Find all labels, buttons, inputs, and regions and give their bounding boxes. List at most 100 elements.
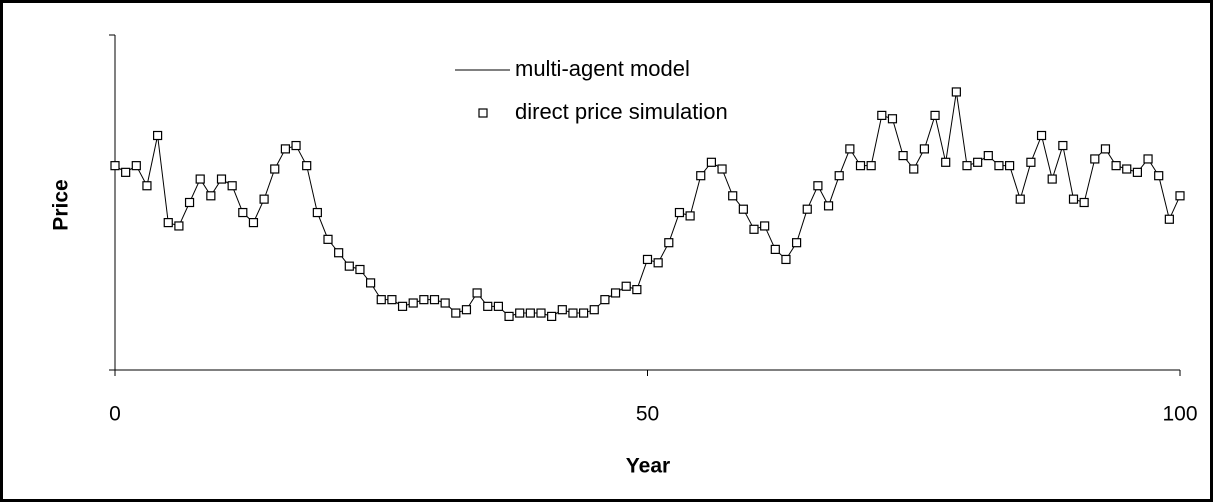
data-point — [781, 254, 791, 265]
data-point — [962, 161, 972, 171]
data-point — [898, 151, 908, 161]
data-point — [280, 144, 290, 154]
data-point — [216, 174, 227, 184]
data-point — [813, 181, 823, 191]
data-point — [706, 157, 717, 167]
data-point — [664, 238, 674, 248]
data-point — [728, 191, 738, 201]
data-point — [621, 281, 631, 291]
data-point — [376, 295, 386, 305]
data-point — [451, 308, 461, 318]
data-point — [589, 305, 599, 315]
data-point — [536, 308, 546, 318]
data-point — [121, 167, 131, 177]
data-point — [983, 151, 993, 161]
data-point — [1015, 194, 1025, 204]
data-point — [909, 164, 919, 174]
legend-label: multi-agent model — [515, 56, 690, 81]
data-point — [323, 234, 333, 244]
data-point — [110, 161, 120, 171]
data-point — [440, 298, 450, 308]
data-point — [887, 114, 898, 124]
data-point — [1026, 157, 1036, 167]
data-point — [866, 161, 876, 171]
data-point — [600, 295, 610, 305]
data-point — [387, 295, 397, 305]
data-point — [941, 157, 951, 167]
data-point — [547, 311, 557, 321]
data-point — [674, 207, 685, 218]
data-point — [930, 110, 940, 121]
data-point — [717, 164, 727, 174]
data-point — [174, 221, 184, 231]
data-point — [845, 144, 855, 154]
data-point — [142, 181, 152, 191]
data-point — [408, 298, 418, 308]
x-axis-label: Year — [626, 455, 670, 478]
data-point — [461, 305, 472, 315]
data-point — [749, 224, 759, 234]
data-point — [227, 181, 237, 191]
data-point — [791, 238, 802, 248]
data-point — [259, 194, 269, 204]
data-point — [1164, 214, 1174, 224]
data-point — [238, 207, 248, 218]
data-point — [1047, 174, 1057, 184]
data-point — [355, 264, 365, 275]
data-point — [429, 295, 440, 305]
data-point — [1058, 140, 1068, 151]
data-point — [973, 157, 983, 167]
data-point — [515, 308, 525, 318]
data-point — [1143, 154, 1153, 164]
data-point — [696, 171, 706, 181]
data-point — [610, 288, 621, 298]
data-point — [1175, 191, 1185, 201]
data-point — [738, 204, 748, 214]
data-point — [206, 191, 216, 201]
legend-label: direct price simulation — [515, 99, 728, 124]
data-point — [919, 144, 930, 154]
data-point — [568, 308, 578, 318]
data-point — [1004, 161, 1015, 171]
data-point — [344, 261, 354, 271]
data-point — [1079, 197, 1089, 208]
data-point — [642, 254, 653, 265]
data-point — [578, 308, 589, 318]
x-tick-label: 100 — [1162, 403, 1197, 426]
data-point — [1111, 161, 1121, 171]
data-point — [153, 130, 163, 141]
data-point — [312, 207, 322, 218]
data-point — [483, 301, 493, 311]
data-point — [270, 164, 280, 174]
data-point — [685, 211, 695, 221]
data-point — [632, 285, 642, 295]
data-point — [760, 221, 770, 231]
data-point — [504, 311, 514, 321]
data-point — [951, 87, 961, 97]
legend-marker — [478, 108, 488, 118]
data-point — [834, 171, 844, 181]
data-point — [557, 305, 567, 315]
data-point — [802, 204, 812, 214]
data-point — [1090, 154, 1100, 164]
data-point — [770, 244, 780, 254]
data-point — [366, 278, 376, 288]
data-point — [994, 161, 1004, 171]
data-point — [163, 218, 173, 228]
data-point — [397, 301, 408, 311]
x-tick-label: 0 — [109, 403, 121, 426]
data-point — [1154, 171, 1164, 181]
data-point — [877, 110, 887, 121]
data-point — [1036, 130, 1047, 141]
data-point — [1100, 144, 1111, 154]
data-point — [1068, 194, 1079, 204]
data-point — [472, 288, 482, 298]
data-point — [1132, 167, 1143, 177]
data-point — [131, 161, 141, 171]
data-point — [525, 308, 535, 318]
data-point — [419, 295, 429, 305]
data-point — [195, 174, 205, 184]
